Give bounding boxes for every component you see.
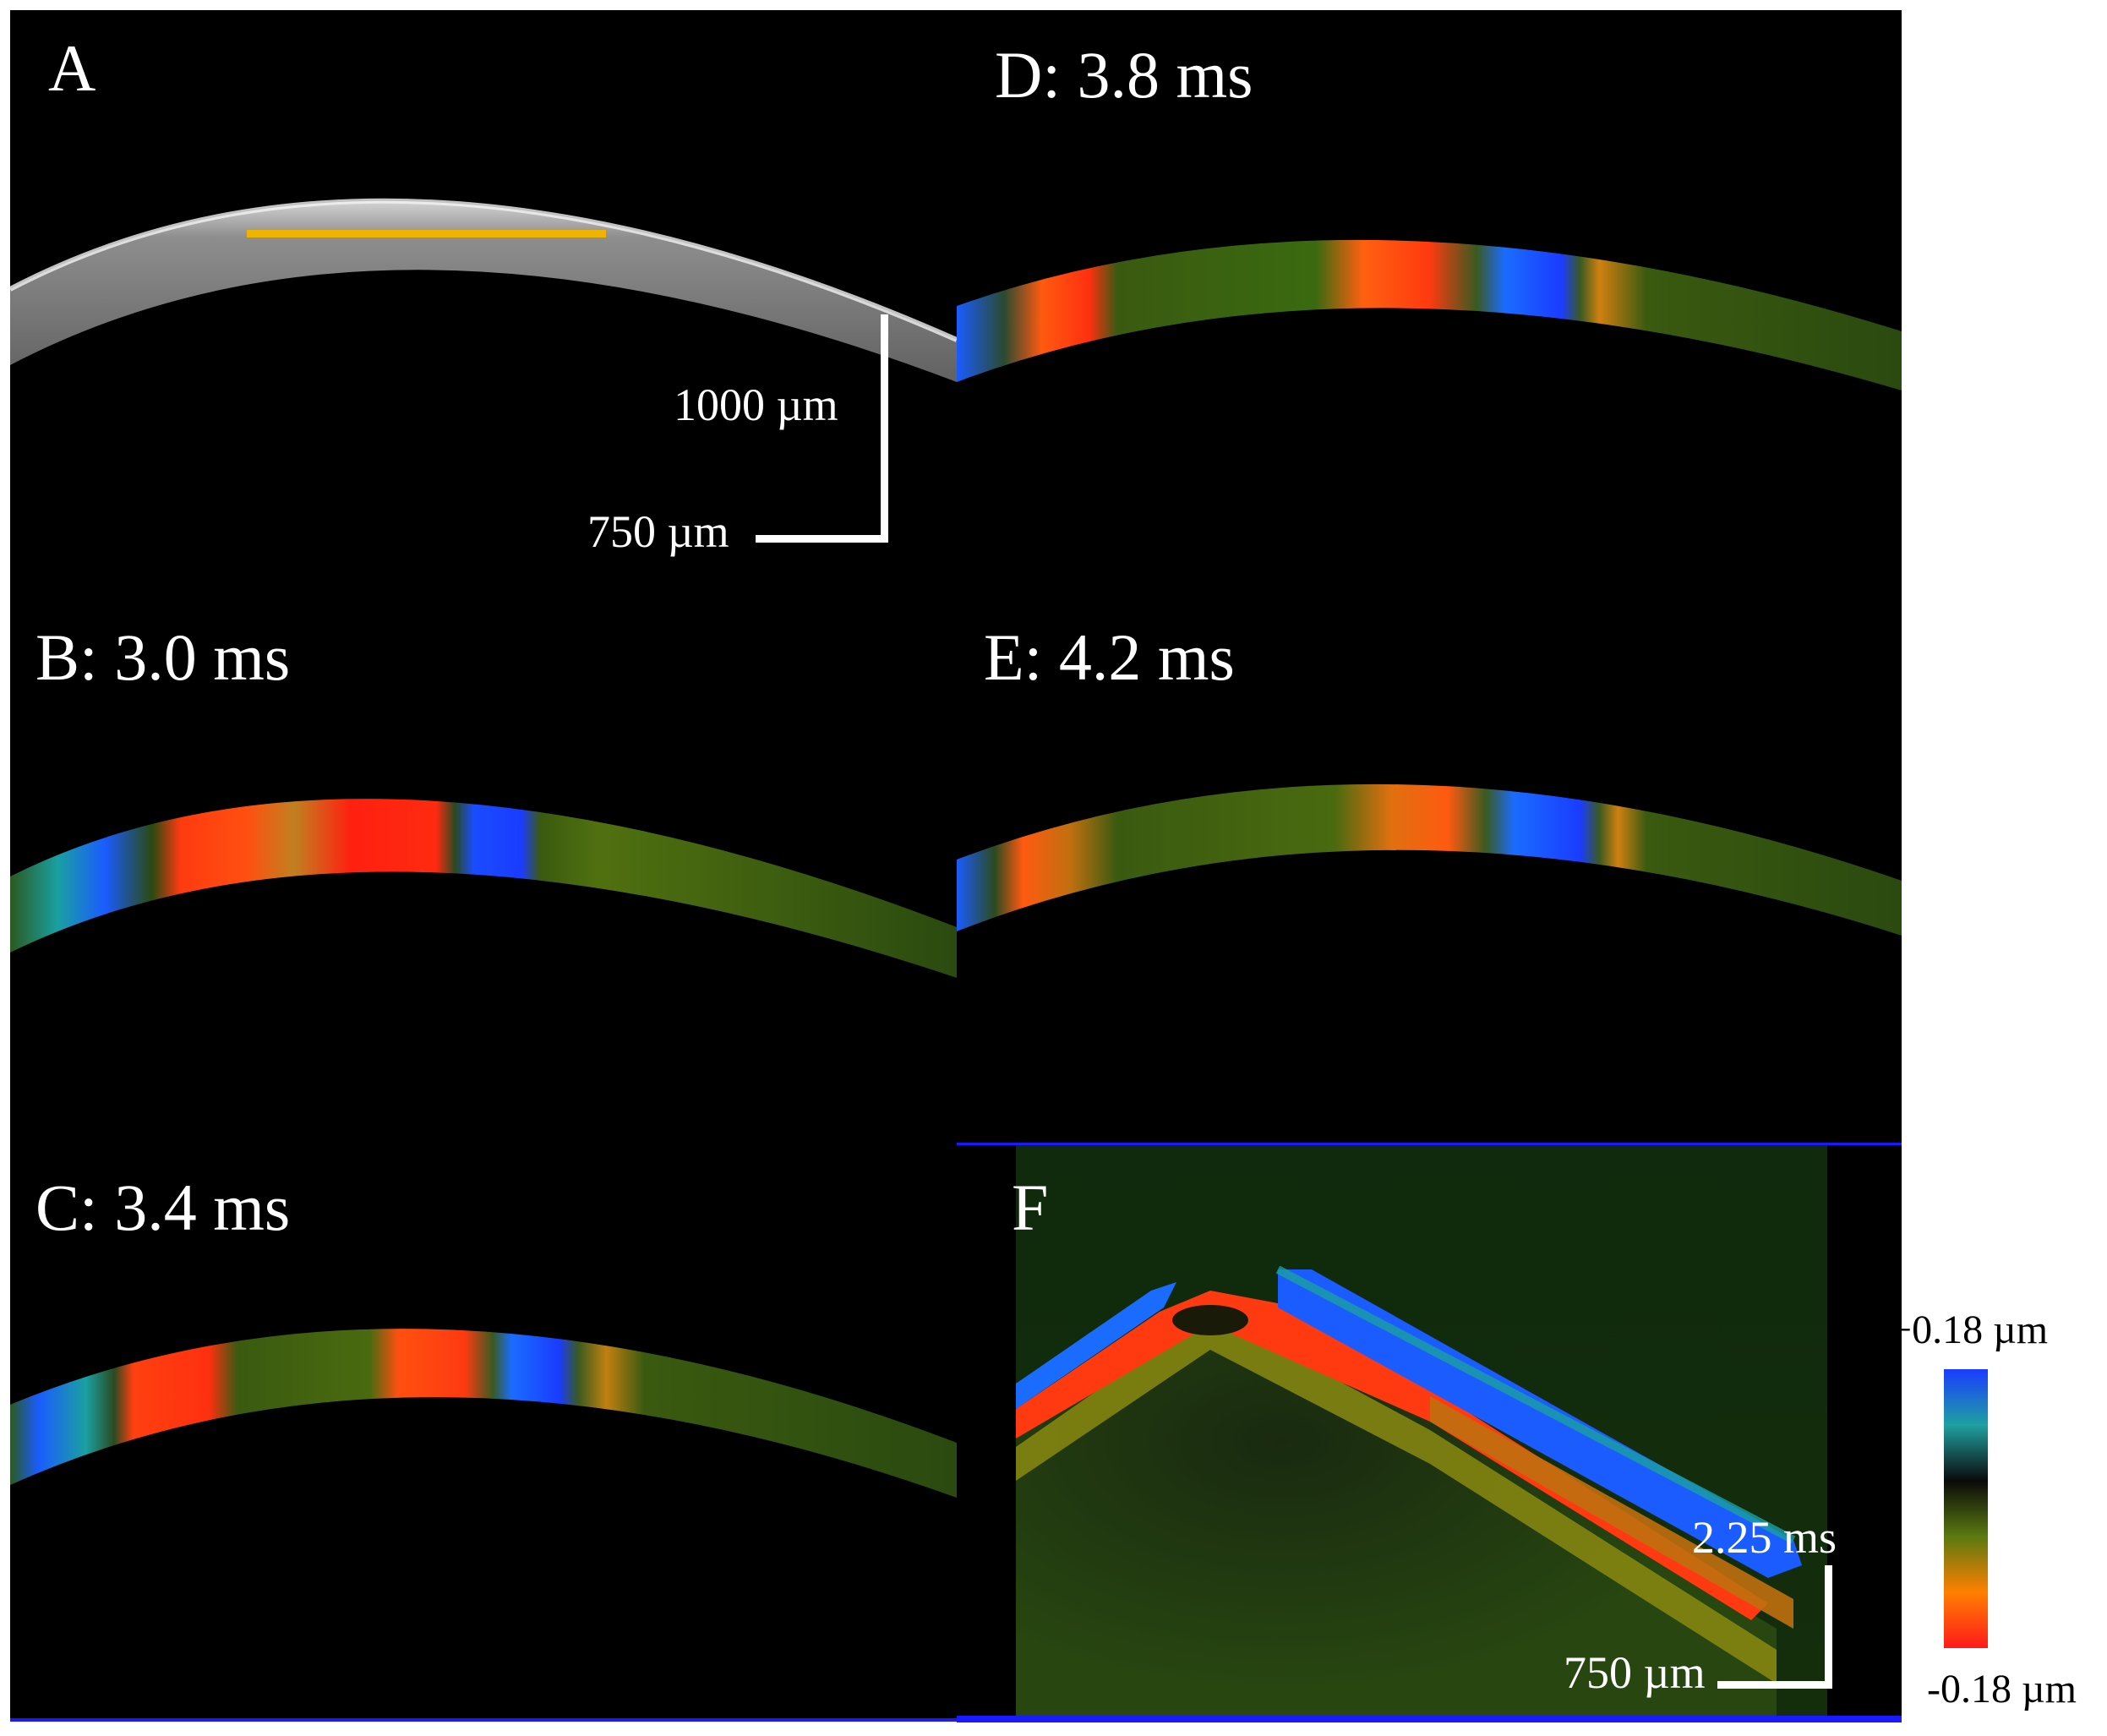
scalebar-a-horizontal — [756, 535, 888, 543]
panel-b-image — [10, 799, 957, 978]
colorbar-min-label: -0.18 µm — [1927, 1667, 2077, 1711]
panel-f-top-edge — [957, 1143, 1902, 1145]
panel-d-label: D: 3.8 ms — [995, 38, 1253, 112]
panel-d: D: 3.8 ms — [957, 10, 1902, 598]
panel-f-bottom-edge — [957, 1716, 1902, 1722]
colorbar-max-label: +0.18 µm — [1889, 1307, 2049, 1352]
colorbar — [1944, 1369, 1988, 1648]
scalebar-f-horizontal-label: 750 µm — [1564, 1647, 1706, 1698]
scalebar-a-horizontal-label: 750 µm — [587, 506, 729, 557]
panel-c-bottom-edge — [10, 1718, 957, 1722]
panel-e-label: E: 4.2 ms — [984, 620, 1235, 694]
blue-band-left — [1016, 1282, 1176, 1409]
scalebar-a-vertical-label: 1000 µm — [674, 379, 838, 430]
panel-d-image — [957, 239, 1902, 390]
scalebar-f-vertical-label: 2.25 ms — [1692, 1512, 1837, 1563]
scalebar-a-vertical — [881, 314, 888, 543]
doppler-band — [10, 1329, 957, 1498]
panel-b: B: 3.0 ms — [10, 598, 957, 1143]
blue-band-right — [1278, 1269, 1802, 1578]
scalebar-f-horizontal — [1717, 1681, 1832, 1689]
doppler-band — [957, 239, 1902, 390]
panel-a-label: A — [48, 31, 96, 105]
panel-f: F 2.25 ms 750 µm — [957, 1143, 1902, 1722]
measurement-marker-line — [247, 230, 606, 237]
cone-region — [1016, 1291, 1777, 1722]
panel-f-image — [1016, 1143, 1827, 1722]
scalebar-f-vertical — [1825, 1565, 1832, 1688]
panel-c-label: C: 3.4 ms — [35, 1171, 291, 1244]
doppler-band — [957, 783, 1902, 936]
panel-e-image — [957, 783, 1902, 936]
panel-c: C: 3.4 ms — [10, 1143, 957, 1722]
doppler-band — [10, 799, 957, 978]
panel-e: E: 4.2 ms — [957, 598, 1902, 1143]
apex-dark-spot — [1172, 1305, 1248, 1335]
panel-a-image — [10, 198, 957, 382]
panel-c-image — [10, 1329, 957, 1498]
panel-a: A 1000 µm 750 µm — [10, 10, 957, 598]
orange-band — [1430, 1396, 1793, 1629]
cornea-layer — [10, 200, 957, 382]
panel-f-label: F — [1012, 1171, 1049, 1244]
panel-b-label: B: 3.0 ms — [35, 620, 291, 694]
